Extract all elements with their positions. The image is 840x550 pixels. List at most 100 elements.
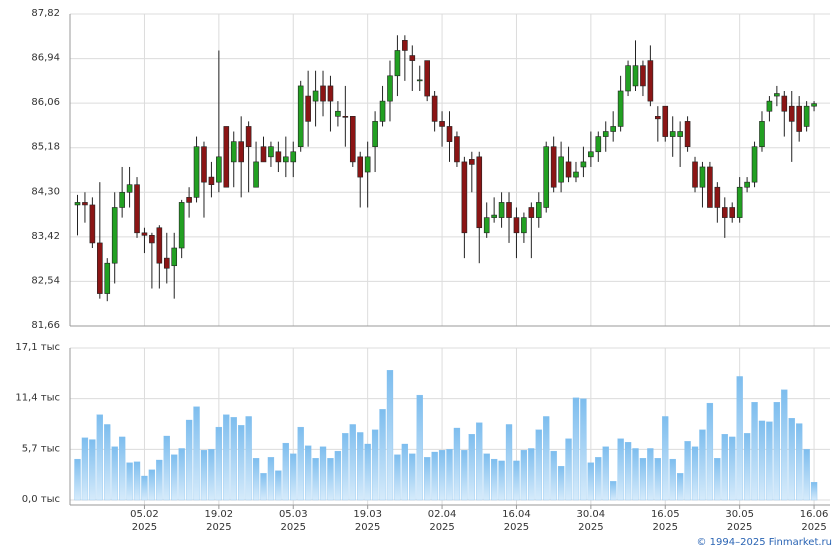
candle-body — [803, 105, 810, 127]
candle-body — [498, 202, 505, 218]
volume-bar — [803, 449, 810, 501]
volume-bar — [111, 446, 118, 501]
candle-body — [342, 116, 349, 118]
y-tick-label: 0,0 тыс — [22, 494, 60, 505]
candle-body — [327, 85, 334, 102]
candle-body — [119, 191, 125, 208]
volume-bar — [520, 450, 528, 501]
volume-bar — [498, 460, 505, 501]
x-tick-year: 2025 — [727, 522, 752, 533]
volume-bar — [766, 421, 773, 501]
volume-bar — [647, 448, 654, 501]
candle-body — [714, 186, 721, 208]
candle-body — [588, 151, 594, 158]
copyright-link[interactable]: © 1994–2025 Finmarket.ru — [696, 537, 832, 548]
y-tick-label: 86,94 — [31, 53, 60, 64]
volume-bar — [118, 436, 126, 501]
volume-bar — [662, 416, 669, 501]
volume-bar — [304, 445, 312, 501]
volume-bar — [505, 424, 513, 501]
candle-body — [766, 100, 773, 112]
candle-body — [774, 93, 780, 97]
volume-bar — [185, 419, 193, 501]
volume-bar — [81, 437, 89, 501]
volume-bar — [743, 433, 751, 501]
volume-bar — [297, 426, 304, 501]
candle-body — [141, 232, 148, 236]
volume-bar — [379, 409, 386, 501]
volume-bar — [453, 427, 461, 501]
volume-bar — [424, 457, 431, 501]
candle-body — [201, 146, 207, 183]
candle-body — [454, 136, 460, 163]
candle-body — [573, 171, 579, 178]
volume-bar — [691, 446, 699, 501]
candle-body — [394, 50, 401, 77]
candle-body — [550, 146, 557, 188]
x-tick-label: 16.06 — [800, 509, 829, 520]
volume-bar — [587, 462, 595, 501]
volume-bar — [654, 458, 661, 501]
volume-bar — [468, 434, 475, 501]
candle-body — [349, 116, 356, 163]
candle-body — [476, 156, 483, 229]
volume-bar — [572, 397, 580, 501]
x-tick-year: 2025 — [653, 522, 678, 533]
x-tick-year: 2025 — [206, 522, 231, 533]
x-tick-year: 2025 — [132, 522, 157, 533]
volume-bar — [476, 422, 483, 501]
candle-body — [796, 105, 802, 132]
volume-bar — [773, 402, 781, 501]
y-tick-label: 81,66 — [31, 320, 60, 331]
y-tick-label: 83,42 — [31, 231, 60, 242]
volume-bar — [617, 438, 624, 501]
y-tick-label: 84,30 — [31, 186, 60, 197]
volume-bar — [639, 458, 647, 501]
volume-bar — [610, 481, 617, 501]
candle-body — [268, 146, 274, 158]
volume-bar — [260, 473, 267, 501]
candle-body — [707, 166, 713, 208]
volume-bar — [483, 453, 490, 501]
y-tick-label: 11,4 тыс — [15, 393, 60, 404]
volume-bar — [438, 450, 446, 501]
candle-body — [610, 126, 616, 132]
candle-body — [193, 146, 200, 198]
candle-body — [208, 176, 215, 185]
candle-body — [230, 141, 237, 163]
x-tick-label: 30.05 — [725, 509, 754, 520]
candle-body — [677, 131, 683, 137]
candle-body — [469, 159, 475, 165]
candle-body — [580, 161, 587, 168]
volume-bar — [796, 423, 803, 501]
candle-body — [320, 85, 326, 102]
volume-bar — [275, 470, 282, 501]
candle-body — [104, 262, 111, 294]
candle-body — [528, 207, 535, 218]
candle-body — [253, 161, 259, 188]
x-tick-year: 2025 — [429, 522, 454, 533]
candle-body — [156, 227, 163, 264]
candle-body — [424, 60, 430, 97]
volume-bar — [74, 458, 81, 501]
y-tick-label: 82,54 — [31, 275, 60, 286]
y-tick-label: 5,7 тыс — [22, 443, 60, 454]
volume-bar — [290, 453, 297, 501]
volume-bar — [416, 394, 423, 501]
candle-body — [97, 242, 103, 294]
volume-bar — [557, 466, 565, 501]
x-tick-year: 2025 — [801, 522, 826, 533]
candle-body — [89, 204, 96, 244]
candle-body — [171, 247, 178, 267]
volume-bar — [394, 454, 401, 501]
volume-bar — [543, 416, 550, 501]
candle-body — [759, 121, 765, 148]
volume-bar — [371, 429, 379, 501]
candle-body — [736, 186, 743, 218]
candle-body — [431, 95, 438, 122]
candle-body — [379, 100, 386, 122]
x-tick-label: 19.02 — [205, 509, 234, 520]
candle-body — [297, 85, 304, 148]
volume-bar — [595, 457, 602, 501]
candle-body — [558, 156, 564, 183]
